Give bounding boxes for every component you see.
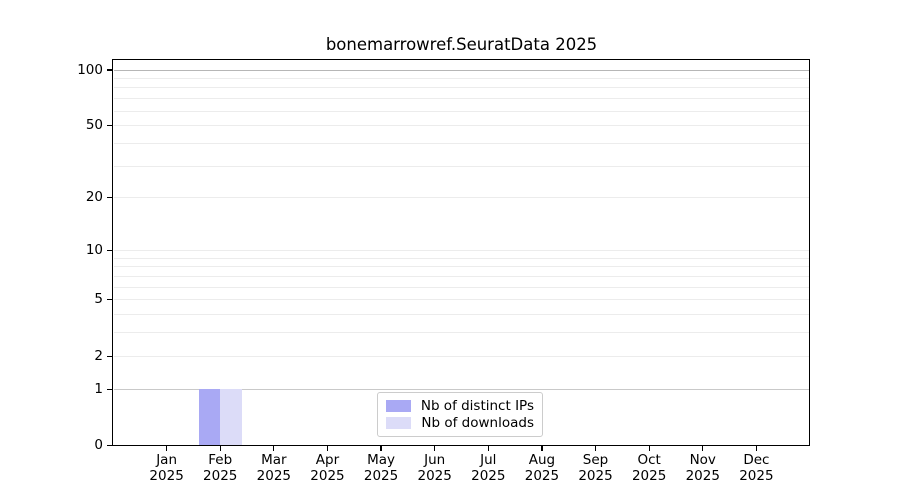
x-tick — [380, 445, 382, 451]
gridline — [114, 249, 809, 251]
x-tick-label: Oct 2025 — [631, 452, 667, 484]
y-tick-label: 1 — [94, 380, 103, 397]
gridline — [114, 165, 809, 167]
legend-label-downloads: Nb of downloads — [421, 415, 534, 432]
y-tick — [107, 444, 113, 447]
y-tick-label: 0 — [94, 437, 103, 453]
legend-swatch-distinct-ips-icon — [386, 399, 411, 412]
x-tick — [594, 445, 597, 451]
gridline — [114, 87, 809, 89]
x-tick-label: Sep 2025 — [578, 452, 613, 484]
legend-swatch-downloads-icon — [386, 417, 412, 430]
y-tick-label: 5 — [94, 291, 103, 308]
bar-downloads — [220, 389, 242, 446]
x-tick — [648, 445, 650, 451]
y-tick-label: 2 — [94, 347, 103, 364]
gridline — [114, 388, 809, 390]
x-tick — [487, 445, 489, 451]
gridline — [114, 197, 809, 199]
y-tick — [107, 124, 113, 127]
gridline — [114, 142, 809, 144]
x-tick — [755, 445, 757, 451]
y-tick-label: 10 — [85, 241, 103, 258]
gridline — [114, 314, 809, 316]
x-tick — [219, 445, 221, 451]
x-tick-label: May 2025 — [363, 452, 399, 484]
x-tick-label: Feb 2025 — [203, 452, 238, 484]
x-tick — [434, 445, 436, 451]
x-tick-label: Jun 2025 — [417, 452, 452, 484]
x-tick-label: Aug 2025 — [524, 452, 560, 484]
y-tick-label: 100 — [77, 61, 103, 78]
x-tick — [541, 445, 543, 451]
x-tick-label: Jul 2025 — [471, 452, 506, 484]
gridline — [114, 69, 809, 71]
x-tick — [326, 445, 329, 451]
x-tick-label: Apr 2025 — [310, 452, 345, 484]
gridline — [114, 125, 809, 127]
y-tick — [107, 249, 113, 251]
gridline — [114, 275, 809, 277]
gridline — [114, 286, 809, 288]
y-tick-label: 50 — [85, 117, 103, 134]
gridline — [114, 110, 809, 112]
gridline — [114, 332, 809, 334]
y-tick — [107, 355, 113, 357]
bar-distinct-ips — [198, 389, 221, 446]
legend-row-downloads: Nb of downloads — [386, 415, 534, 431]
legend: Nb of distinct IPs Nb of downloads — [377, 392, 543, 437]
y-tick — [107, 388, 113, 390]
y-tick-label: 20 — [85, 189, 103, 206]
x-tick-label: Mar 2025 — [256, 452, 292, 484]
plot-area — [112, 59, 810, 446]
gridline — [114, 98, 809, 100]
legend-label-distinct-ips: Nb of distinct IPs — [420, 397, 534, 414]
y-tick — [107, 197, 113, 199]
gridline — [114, 257, 809, 259]
x-tick — [702, 445, 704, 451]
y-tick — [107, 69, 113, 71]
x-tick — [166, 445, 168, 451]
gridline — [114, 266, 809, 268]
chart-title: bonemarrowref.SeuratData 2025 — [325, 35, 598, 54]
y-tick — [107, 299, 113, 301]
x-tick-label: Jan 2025 — [149, 452, 184, 484]
x-tick-label: Nov 2025 — [685, 452, 720, 484]
gridline — [114, 299, 809, 301]
x-tick — [273, 445, 275, 451]
x-tick-label: Dec 2025 — [739, 452, 774, 484]
legend-row-distinct-ips: Nb of distinct IPs — [386, 398, 534, 414]
gridline — [114, 77, 809, 79]
gridline — [114, 355, 809, 357]
